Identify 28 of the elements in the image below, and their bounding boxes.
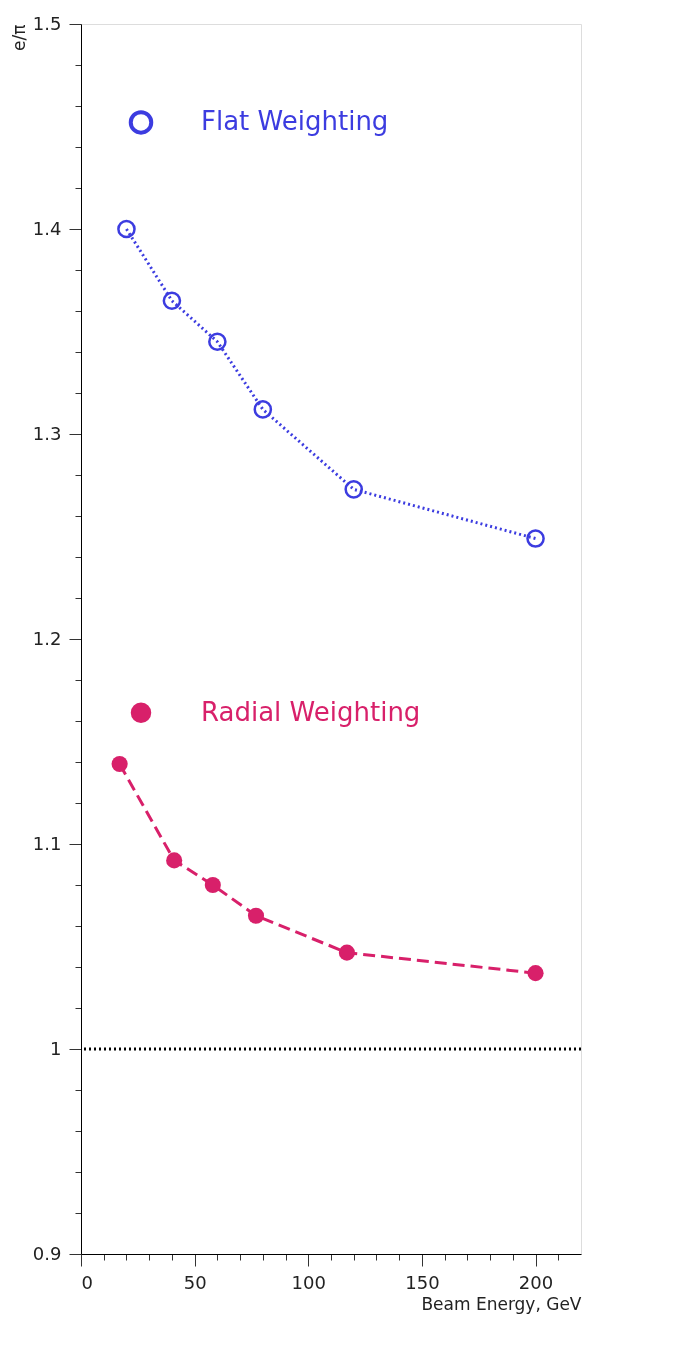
point — [527, 965, 544, 982]
x-tick-label: 0 — [81, 1271, 93, 1293]
point — [117, 219, 136, 239]
point — [247, 907, 265, 924]
y-tick-label: 1 — [50, 1037, 62, 1059]
point — [166, 852, 183, 869]
y-tick-label: 1.2 — [32, 627, 62, 649]
point — [526, 529, 545, 548]
point — [338, 944, 355, 961]
y-tick-label: 1.3 — [32, 422, 62, 444]
y-axis-title: e/π — [8, 24, 29, 51]
y-tick-label: 1.4 — [32, 217, 62, 239]
legend-label: Radial Weighting — [201, 696, 421, 727]
point — [111, 756, 128, 773]
x-tick-label: 150 — [405, 1271, 440, 1293]
x-tick-label: 200 — [518, 1271, 554, 1293]
y-tick-label: 0.9 — [32, 1242, 62, 1264]
legend-label: Flat Weighting — [201, 106, 389, 137]
point — [204, 876, 221, 894]
x-tick-label: 100 — [291, 1271, 326, 1293]
point — [344, 480, 364, 499]
x-tick-label: 50 — [183, 1271, 207, 1293]
point — [208, 332, 227, 352]
x-axis-title: Beam Energy, GeV — [421, 1293, 582, 1314]
y-tick-label: 1.1 — [32, 832, 62, 854]
y-tick-label: 1.5 — [32, 12, 62, 34]
point — [253, 400, 273, 419]
point — [162, 291, 182, 311]
